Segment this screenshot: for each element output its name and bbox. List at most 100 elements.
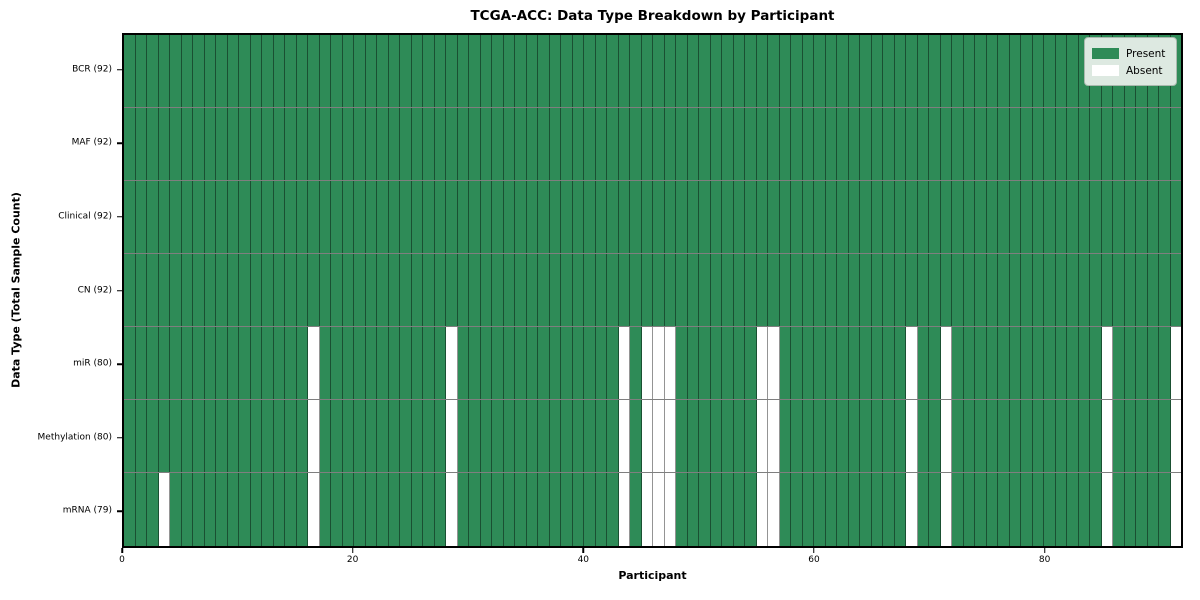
matrix-cell bbox=[929, 108, 941, 180]
matrix-cell bbox=[503, 473, 515, 546]
matrix-cell bbox=[365, 254, 377, 326]
matrix-cell bbox=[1101, 400, 1113, 472]
matrix-cell bbox=[216, 35, 228, 107]
matrix-cell bbox=[722, 108, 734, 180]
matrix-cell bbox=[860, 400, 872, 472]
matrix-cell bbox=[1032, 108, 1044, 180]
matrix-cell bbox=[285, 327, 297, 399]
matrix-cell bbox=[630, 254, 642, 326]
matrix-cell bbox=[204, 35, 216, 107]
matrix-cell bbox=[526, 473, 538, 546]
matrix-cell bbox=[699, 254, 711, 326]
matrix-cell bbox=[457, 400, 469, 472]
matrix-cell bbox=[940, 181, 952, 253]
matrix-cell bbox=[158, 35, 170, 107]
matrix-cell bbox=[618, 35, 630, 107]
x-tick-label-80: 80 bbox=[1038, 555, 1051, 565]
matrix-cell bbox=[273, 254, 285, 326]
matrix-cell bbox=[641, 108, 653, 180]
matrix-cell bbox=[204, 181, 216, 253]
matrix-cell bbox=[722, 327, 734, 399]
matrix-cell bbox=[480, 181, 492, 253]
matrix-cell bbox=[768, 327, 780, 399]
matrix-cell bbox=[894, 473, 906, 546]
matrix-cell bbox=[469, 181, 481, 253]
matrix-cell bbox=[434, 327, 446, 399]
matrix-cell bbox=[1009, 473, 1021, 546]
matrix-cell bbox=[170, 327, 182, 399]
matrix-cell bbox=[745, 35, 757, 107]
matrix-cell bbox=[1147, 108, 1159, 180]
matrix-cell bbox=[756, 35, 768, 107]
matrix-cell bbox=[710, 473, 722, 546]
matrix-cell bbox=[124, 473, 136, 546]
matrix-cell bbox=[584, 108, 596, 180]
matrix-cell bbox=[779, 108, 791, 180]
matrix-cell bbox=[837, 181, 849, 253]
matrix-cell bbox=[572, 327, 584, 399]
matrix-cell bbox=[802, 254, 814, 326]
matrix-cell bbox=[400, 35, 412, 107]
matrix-cell bbox=[722, 254, 734, 326]
matrix-cell bbox=[319, 181, 331, 253]
matrix-cell bbox=[124, 35, 136, 107]
matrix-cell bbox=[791, 473, 803, 546]
matrix-cell bbox=[871, 254, 883, 326]
matrix-cell bbox=[204, 108, 216, 180]
matrix-cell bbox=[549, 181, 561, 253]
matrix-cell bbox=[262, 108, 274, 180]
matrix-cell bbox=[653, 327, 665, 399]
matrix-cell bbox=[423, 108, 435, 180]
matrix-cell bbox=[722, 400, 734, 472]
matrix-cell bbox=[434, 254, 446, 326]
matrix-cell bbox=[975, 400, 987, 472]
matrix-cell bbox=[802, 327, 814, 399]
matrix-cell bbox=[388, 181, 400, 253]
matrix-cell bbox=[296, 254, 308, 326]
matrix-cell bbox=[584, 181, 596, 253]
matrix-cell bbox=[710, 327, 722, 399]
matrix-cell bbox=[135, 254, 147, 326]
matrix-cell bbox=[1136, 473, 1148, 546]
matrix-cell bbox=[802, 35, 814, 107]
matrix-cell bbox=[940, 254, 952, 326]
matrix-cell bbox=[607, 473, 619, 546]
matrix-cell bbox=[1147, 254, 1159, 326]
matrix-cell bbox=[848, 473, 860, 546]
matrix-cell bbox=[814, 108, 826, 180]
matrix-cell bbox=[618, 108, 630, 180]
matrix-cell bbox=[423, 35, 435, 107]
matrix-cell bbox=[779, 327, 791, 399]
matrix-cell bbox=[802, 400, 814, 472]
matrix-cell bbox=[825, 35, 837, 107]
matrix-cell bbox=[1147, 473, 1159, 546]
matrix-cell bbox=[676, 254, 688, 326]
matrix-cell bbox=[457, 181, 469, 253]
matrix-cell bbox=[733, 473, 745, 546]
matrix-cell bbox=[308, 108, 320, 180]
matrix-cell bbox=[526, 254, 538, 326]
matrix-cell bbox=[710, 400, 722, 472]
matrix-cell bbox=[538, 35, 550, 107]
matrix-cell bbox=[871, 473, 883, 546]
matrix-cell bbox=[1044, 400, 1056, 472]
matrix-cell bbox=[768, 181, 780, 253]
matrix-cell bbox=[1113, 181, 1125, 253]
matrix-cell bbox=[400, 473, 412, 546]
matrix-cell bbox=[986, 327, 998, 399]
matrix-cell bbox=[1101, 181, 1113, 253]
matrix-cell bbox=[998, 181, 1010, 253]
matrix-cell bbox=[285, 35, 297, 107]
matrix-cell bbox=[411, 181, 423, 253]
matrix-cell bbox=[848, 181, 860, 253]
matrix-cell bbox=[469, 327, 481, 399]
matrix-cell bbox=[814, 254, 826, 326]
matrix-cell bbox=[848, 254, 860, 326]
matrix-cell bbox=[193, 327, 205, 399]
matrix-cell bbox=[975, 181, 987, 253]
matrix-cell bbox=[906, 473, 918, 546]
matrix-cell bbox=[917, 327, 929, 399]
x-tick-label-40: 40 bbox=[577, 555, 590, 565]
legend-swatch-absent bbox=[1092, 65, 1119, 76]
matrix-cell bbox=[503, 327, 515, 399]
